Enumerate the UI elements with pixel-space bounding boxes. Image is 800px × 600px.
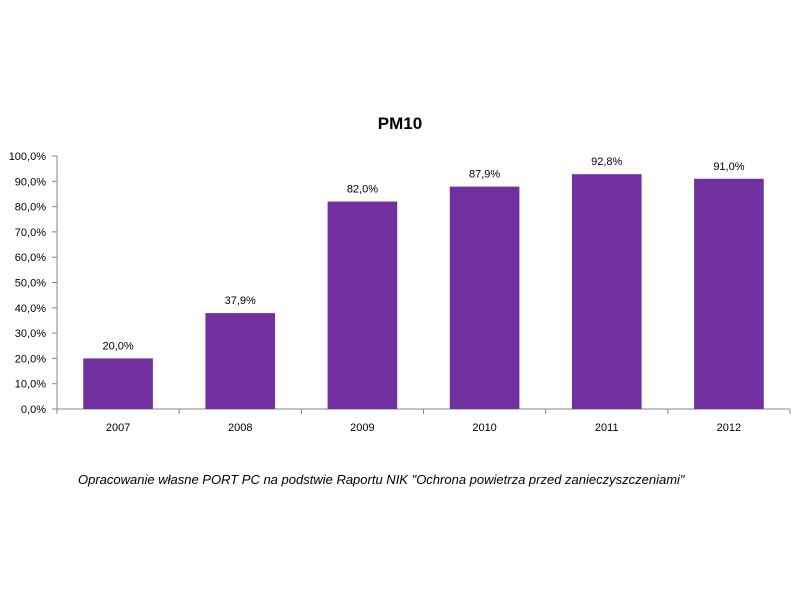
x-tick-label-2010: 2010 [472, 422, 496, 434]
x-tick-label-2008: 2008 [228, 422, 252, 434]
x-tick-label-2012: 2012 [717, 422, 741, 434]
y-tick-label: 20,0% [15, 353, 46, 365]
data-label-2007: 20,0% [102, 340, 133, 352]
data-label-2012: 91,0% [713, 161, 744, 173]
y-tick-label: 90,0% [15, 176, 46, 188]
x-tick-label-2009: 2009 [350, 422, 374, 434]
bar-2012 [694, 178, 764, 409]
bar-2010 [449, 186, 520, 409]
y-tick-label: 70,0% [15, 227, 46, 239]
data-label-2011: 92,8% [591, 156, 622, 168]
y-tick-label: 50,0% [15, 278, 46, 290]
data-label-2010: 87,9% [469, 169, 500, 181]
data-label-2009: 82,0% [347, 184, 378, 196]
bar-2008 [205, 313, 276, 409]
y-tick-label: 10,0% [15, 379, 46, 391]
y-tick-label: 60,0% [15, 252, 46, 264]
y-tick-label: 80,0% [15, 202, 46, 214]
source-note: Opracowanie własne PORT PC na podstwie R… [78, 472, 685, 487]
x-tick-label-2011: 2011 [595, 422, 619, 434]
y-tick-label: 40,0% [15, 303, 46, 315]
y-tick-label: 0,0% [21, 404, 46, 416]
bar-2009 [327, 201, 398, 409]
data-label-2008: 37,9% [225, 295, 256, 307]
x-tick-label-2007: 2007 [106, 422, 130, 434]
chart-title: PM10 [377, 114, 423, 133]
y-tick-label: 30,0% [15, 328, 46, 340]
bar-2011 [571, 174, 642, 409]
bar-2007 [83, 358, 153, 409]
y-tick-label: 100,0% [9, 151, 47, 163]
